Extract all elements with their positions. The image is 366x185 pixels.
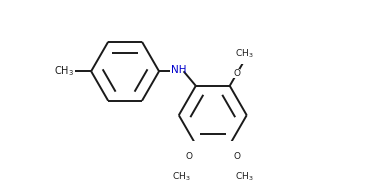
Text: CH$_3$: CH$_3$ <box>235 47 254 60</box>
Text: CH$_3$: CH$_3$ <box>172 171 190 183</box>
Text: CH$_3$: CH$_3$ <box>53 64 74 78</box>
Text: O: O <box>185 152 192 161</box>
Text: NH: NH <box>171 65 187 75</box>
Text: CH$_3$: CH$_3$ <box>235 171 254 183</box>
Text: O: O <box>233 69 240 78</box>
Text: O: O <box>233 152 240 161</box>
